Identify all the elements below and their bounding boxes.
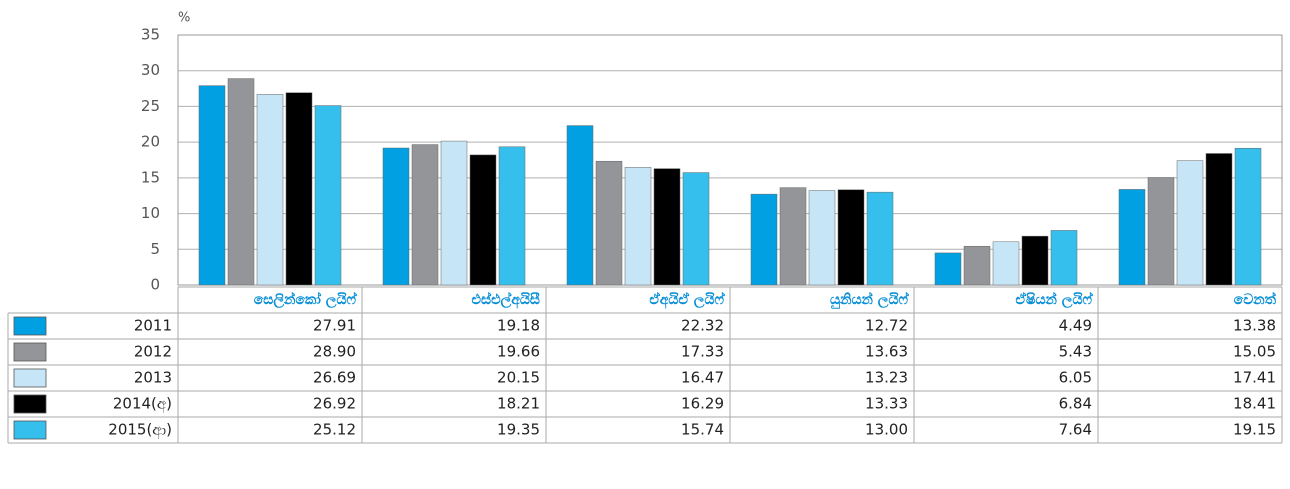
bar: [1050, 230, 1078, 286]
table-value: 13.00: [865, 421, 908, 439]
bar: [227, 78, 255, 286]
y-axis-label: %: [178, 11, 190, 26]
table-value: 26.69: [313, 369, 356, 387]
bar: [469, 154, 497, 286]
legend-swatch: [13, 342, 47, 362]
y-tick-label: 35: [141, 26, 160, 44]
bar: [1176, 160, 1204, 286]
bar: [837, 189, 865, 286]
table-value: 19.35: [497, 421, 540, 439]
table-value: 13.33: [865, 395, 908, 413]
table-value: 16.47: [681, 369, 724, 387]
y-tick-label: 5: [150, 240, 160, 258]
table-value: 19.15: [1233, 421, 1276, 439]
y-tick-label: 0: [150, 276, 160, 294]
legend-swatch: [13, 394, 47, 414]
bar: [1021, 235, 1049, 286]
table-value: 18.41: [1233, 395, 1276, 413]
y-tick-label: 30: [141, 61, 160, 79]
table-value: 17.41: [1233, 369, 1276, 387]
table-value: 4.49: [1059, 317, 1092, 335]
y-tick-label: 10: [141, 204, 160, 222]
bar: [963, 245, 991, 286]
bar: [653, 168, 681, 286]
legend-swatch: [13, 420, 47, 440]
y-tick-label: 25: [141, 97, 160, 115]
y-tick-label: 20: [141, 133, 160, 151]
legend-label: 2012: [134, 343, 172, 361]
category-header: එස්එල්අයිසී: [472, 291, 540, 309]
bar: [1234, 147, 1262, 286]
category-header: සෙලින්කෝ ලයිෆ්: [254, 291, 358, 309]
plot-frame: [177, 34, 1283, 286]
bar: [779, 187, 807, 286]
table-value: 13.23: [865, 369, 908, 387]
bar: [198, 85, 226, 286]
bar: [595, 160, 623, 286]
bar: [624, 167, 652, 286]
table-value: 13.63: [865, 343, 908, 361]
table-value: 22.32: [681, 317, 724, 335]
table-value: 20.15: [497, 369, 540, 387]
table-value: 19.66: [497, 343, 540, 361]
bar: [566, 125, 594, 286]
table-value: 18.21: [497, 395, 540, 413]
bar: [808, 190, 836, 286]
bar: [440, 140, 468, 286]
bar: [314, 105, 342, 286]
bar: [411, 144, 439, 286]
category-header: වෙනත්: [1234, 291, 1277, 308]
legend-label: 2015(ආ): [108, 421, 172, 440]
table-value: 26.92: [313, 395, 356, 413]
legend-swatch: [13, 368, 47, 388]
bar: [866, 191, 894, 286]
legend-label: 2013: [134, 369, 172, 387]
table-value: 13.38: [1233, 317, 1276, 335]
category-header: යුනියන් ලයිෆ්: [830, 291, 910, 310]
table-value: 7.64: [1059, 421, 1092, 439]
legend-swatch: [13, 316, 47, 336]
bar: [1205, 153, 1233, 286]
table-value: 12.72: [865, 317, 908, 335]
table-value: 6.84: [1059, 395, 1092, 413]
legend-label: 2014(අ): [113, 395, 172, 414]
table-value: 15.74: [681, 421, 724, 439]
y-tick-label: 15: [141, 168, 160, 186]
bar: [256, 94, 284, 286]
bar: [382, 147, 410, 286]
table-value: 16.29: [681, 395, 724, 413]
bar: [682, 172, 710, 286]
category-header: ඒඅයිඒ ලයිෆ්: [649, 291, 725, 309]
bar: [750, 193, 778, 286]
bar: [934, 252, 962, 286]
bar: [285, 92, 313, 286]
category-header: ඒෂියන් ලයිෆ්: [1016, 291, 1094, 309]
bar: [1147, 177, 1175, 286]
table-value: 17.33: [681, 343, 724, 361]
table-value: 28.90: [313, 343, 356, 361]
table-value: 27.91: [313, 317, 356, 335]
bar: [992, 241, 1020, 286]
table-value: 6.05: [1059, 369, 1092, 387]
bar: [498, 146, 526, 286]
bar: [1118, 189, 1146, 286]
table-value: 15.05: [1233, 343, 1276, 361]
table-value: 5.43: [1059, 343, 1092, 361]
table-value: 19.18: [497, 317, 540, 335]
table-value: 25.12: [313, 421, 356, 439]
legend-label: 2011: [134, 317, 172, 335]
